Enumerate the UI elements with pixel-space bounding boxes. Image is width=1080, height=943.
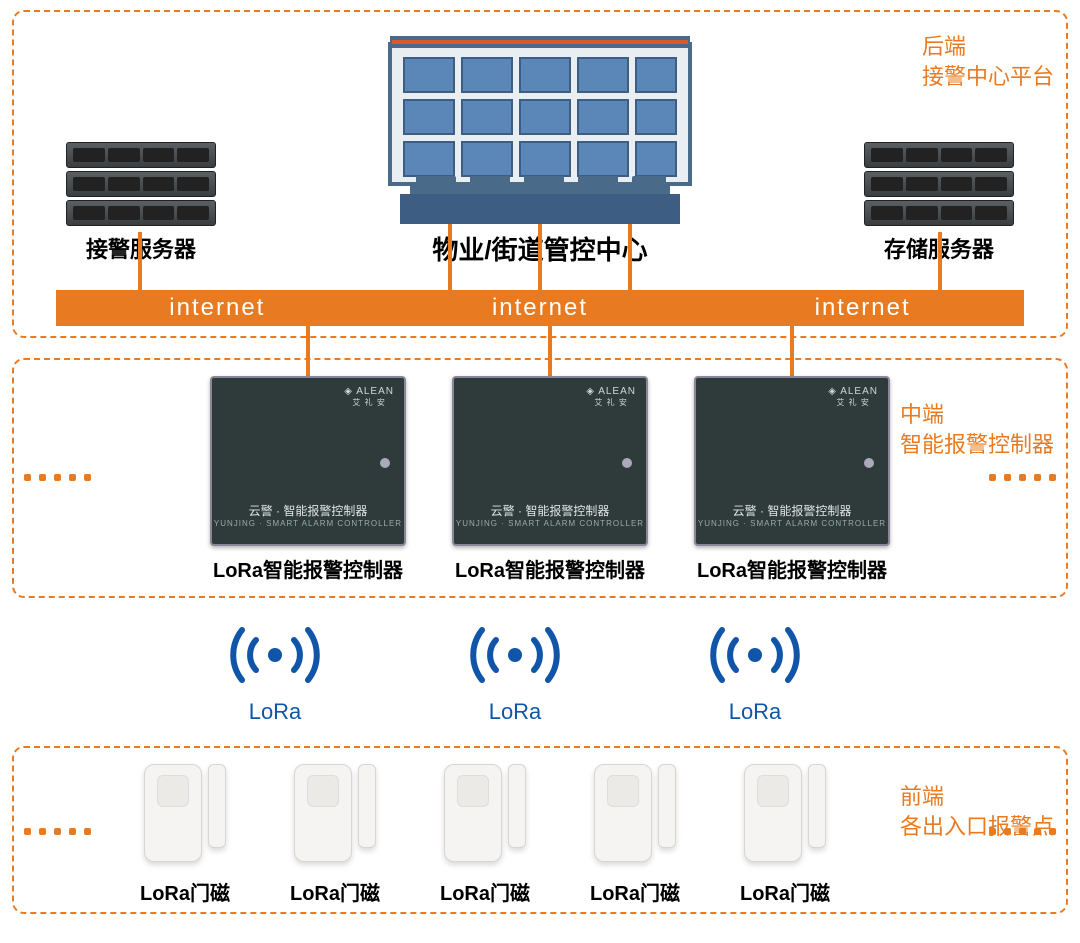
alean-logo: ◈ ALEAN 艾 礼 安 (344, 386, 394, 408)
internet-label: internet (815, 294, 911, 322)
link-line (790, 326, 794, 376)
dots-right-middle (989, 474, 1056, 481)
sensor-label: LoRa门磁 (280, 877, 390, 906)
alean-logo: ◈ ALEAN 艾 礼 安 (828, 386, 878, 408)
lock-icon (380, 458, 390, 468)
internet-label: internet (169, 294, 265, 322)
lora-door-sensor: LoRa门磁 (430, 764, 540, 906)
dots-right-bottom (989, 828, 1056, 835)
sensor-label: LoRa门磁 (580, 877, 690, 906)
link-line (538, 224, 542, 290)
controller-label: LoRa智能报警控制器 (210, 554, 406, 583)
sensor-label: LoRa门磁 (430, 877, 540, 906)
link-line (306, 326, 310, 376)
dots-left-bottom (24, 828, 91, 835)
dots-left-middle (24, 474, 91, 481)
internet-label: internet (492, 294, 588, 322)
lora-label: LoRa (450, 699, 580, 725)
controller-caption: 云警 · 智能报警控制器 YUNJING · SMART ALARM CONTR… (454, 502, 646, 528)
controller-label: LoRa智能报警控制器 (452, 554, 648, 583)
internet-bar: internet internet internet (56, 290, 1024, 326)
door-sensors-row: LoRa门磁 LoRa门磁 LoRa门磁 LoRa门磁 LoRa门磁 (130, 764, 840, 906)
lora-controller: ◈ ALEAN 艾 礼 安 云警 · 智能报警控制器 YUNJING · SMA… (452, 376, 648, 583)
lock-icon (622, 458, 632, 468)
controllers-row: ◈ ALEAN 艾 礼 安 云警 · 智能报警控制器 YUNJING · SMA… (210, 376, 890, 583)
controller-label: LoRa智能报警控制器 (694, 554, 890, 583)
link-line (938, 232, 942, 290)
lora-label: LoRa (690, 699, 820, 725)
lora-controller: ◈ ALEAN 艾 礼 安 云警 · 智能报警控制器 YUNJING · SMA… (694, 376, 890, 583)
controller-caption: 云警 · 智能报警控制器 YUNJING · SMART ALARM CONTR… (212, 502, 404, 528)
label-backend: 后端 接警中心平台 (922, 32, 1054, 91)
sensor-label: LoRa门磁 (730, 877, 840, 906)
lora-wireless-row: LoRa LoRa (210, 620, 820, 725)
link-line (548, 326, 552, 376)
lora-door-sensor: LoRa门磁 (730, 764, 840, 906)
sensor-label: LoRa门磁 (130, 877, 240, 906)
lora-label: LoRa (210, 699, 340, 725)
lora-wireless-icon: LoRa (690, 620, 820, 725)
lock-icon (864, 458, 874, 468)
lora-controller: ◈ ALEAN 艾 礼 安 云警 · 智能报警控制器 YUNJING · SMA… (210, 376, 406, 583)
lora-wireless-icon: LoRa (450, 620, 580, 725)
link-line (448, 224, 452, 290)
alean-logo: ◈ ALEAN 艾 礼 安 (586, 386, 636, 408)
link-line (628, 224, 632, 290)
label-middle: 中端 智能报警控制器 (900, 400, 1054, 459)
lora-wireless-icon: LoRa (210, 620, 340, 725)
lora-door-sensor: LoRa门磁 (580, 764, 690, 906)
controller-caption: 云警 · 智能报警控制器 YUNJING · SMART ALARM CONTR… (696, 502, 888, 528)
lora-door-sensor: LoRa门磁 (280, 764, 390, 906)
lora-door-sensor: LoRa门磁 (130, 764, 240, 906)
link-line (138, 232, 142, 290)
